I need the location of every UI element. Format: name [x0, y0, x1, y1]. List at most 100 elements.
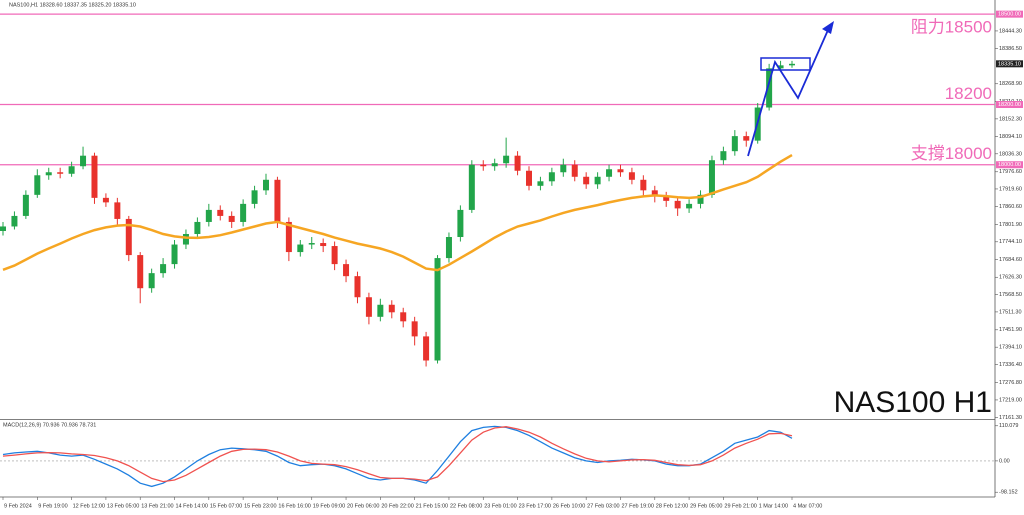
candle-body	[320, 243, 327, 247]
x-tick-label: 9 Feb 19:00	[38, 503, 67, 509]
macd-tick-label: 0.00	[999, 458, 1010, 464]
x-tick-label: 9 Feb 2024	[4, 503, 32, 509]
candle-body	[80, 155, 87, 167]
candle-body	[708, 160, 715, 195]
y-tick-label: 18386.50	[999, 46, 1022, 52]
candle-body	[526, 170, 532, 186]
candle-body	[583, 176, 590, 185]
chart-title: NAS100,H1 18328.60 18337.35 18325.20 183…	[9, 2, 136, 8]
y-tick-label: 17568.50	[999, 292, 1022, 298]
price-tag-label: 18335.10	[998, 61, 1021, 67]
x-tick-label: 13 Feb 05:00	[107, 503, 139, 509]
x-tick-label: 16 Feb 16:00	[278, 503, 310, 509]
candle-body	[491, 163, 498, 167]
x-tick-label: 28 Feb 12:00	[656, 503, 688, 509]
x-tick-label: 20 Feb 06:00	[347, 503, 379, 509]
x-tick-label: 12 Feb 12:00	[73, 503, 105, 509]
y-tick-label: 18152.30	[999, 116, 1022, 122]
moving-average	[2, 154, 793, 272]
y-tick-label: 17276.80	[999, 380, 1022, 386]
candle-body	[388, 304, 395, 313]
candle-body	[228, 215, 235, 222]
candle-body	[731, 136, 738, 152]
candle-body	[537, 181, 544, 186]
annotation	[747, 21, 834, 157]
candle-body	[91, 155, 98, 198]
x-tick-label: 19 Feb 09:00	[313, 503, 345, 509]
y-tick-label: 17860.60	[999, 204, 1022, 210]
candle-body	[114, 202, 121, 219]
macd-tick-label: -98.152	[999, 490, 1018, 496]
candle-body	[240, 203, 247, 222]
candle-body	[377, 304, 384, 317]
x-tick-label: 1 Mar 14:00	[759, 503, 788, 509]
macd-label: MACD(12,26,9) 70.936 70.936 78.731	[3, 422, 96, 428]
candle-body	[548, 172, 555, 182]
macd-tick-label: 110.079	[999, 423, 1018, 429]
candle-body	[22, 194, 29, 216]
y-tick-label: 17219.00	[999, 397, 1022, 403]
candle-body	[720, 151, 727, 161]
candle-body	[628, 172, 635, 180]
x-tick-label: 4 Mar 07:00	[793, 503, 822, 509]
level-tag-label: 18200.00	[998, 102, 1021, 108]
x-tick-label: 15 Feb 07:00	[210, 503, 242, 509]
y-tick-label: 17336.40	[999, 362, 1022, 368]
level-tag-label: 18500.00	[998, 12, 1021, 18]
candle-body	[148, 273, 155, 289]
level-tag	[996, 161, 1023, 169]
candle-body	[125, 218, 132, 256]
candle-body	[308, 243, 315, 245]
candle-body	[331, 246, 338, 265]
candle-body	[617, 169, 624, 173]
x-tick-label: 23 Feb 17:00	[519, 503, 551, 509]
candle-body	[171, 244, 178, 265]
candle-body	[34, 175, 41, 195]
x-tick-label: 27 Feb 03:00	[587, 503, 619, 509]
candle-body	[697, 194, 704, 204]
y-tick-label: 17919.60	[999, 186, 1022, 192]
x-tick-label: 20 Feb 22:00	[381, 503, 413, 509]
y-tick-label: 17684.60	[999, 257, 1022, 263]
candle-body	[205, 209, 212, 222]
candle-body	[102, 197, 109, 203]
macd-line	[2, 426, 793, 483]
candle-body	[297, 244, 304, 253]
candle-body	[57, 172, 64, 174]
y-tick-label: 17626.30	[999, 275, 1022, 281]
candle-body	[285, 221, 292, 253]
candle-body	[45, 172, 52, 176]
candle-body	[514, 155, 521, 171]
level-label: 18200	[945, 84, 992, 103]
candle-body	[640, 179, 647, 191]
candle-body	[445, 237, 452, 259]
candle-body	[674, 200, 681, 209]
candle-body	[651, 190, 658, 197]
level-tag	[996, 101, 1023, 108]
candle-body	[560, 164, 567, 173]
candle-body	[789, 63, 795, 66]
candle-body	[663, 196, 670, 201]
x-tick-label: 29 Feb 05:00	[690, 503, 722, 509]
x-tick-label: 29 Feb 21:00	[724, 503, 756, 509]
y-tick-label: 17511.30	[999, 309, 1022, 315]
candle-body	[137, 255, 144, 289]
candle-body	[777, 65, 784, 69]
candle-body	[274, 179, 281, 222]
candle-body	[11, 215, 18, 227]
candle-body	[571, 164, 578, 177]
y-tick-label: 18036.30	[999, 151, 1022, 157]
y-tick-label: 17394.10	[999, 345, 1022, 351]
candle-body	[0, 226, 6, 231]
candle-body	[217, 209, 224, 216]
candle-body	[400, 312, 407, 322]
arrow-head	[822, 21, 834, 34]
candle-body	[194, 221, 201, 234]
candle-body	[68, 166, 75, 174]
candle-body	[263, 179, 269, 191]
x-tick-label: 14 Feb 14:00	[176, 503, 208, 509]
candle-body	[686, 203, 693, 209]
candle-body	[343, 264, 350, 277]
